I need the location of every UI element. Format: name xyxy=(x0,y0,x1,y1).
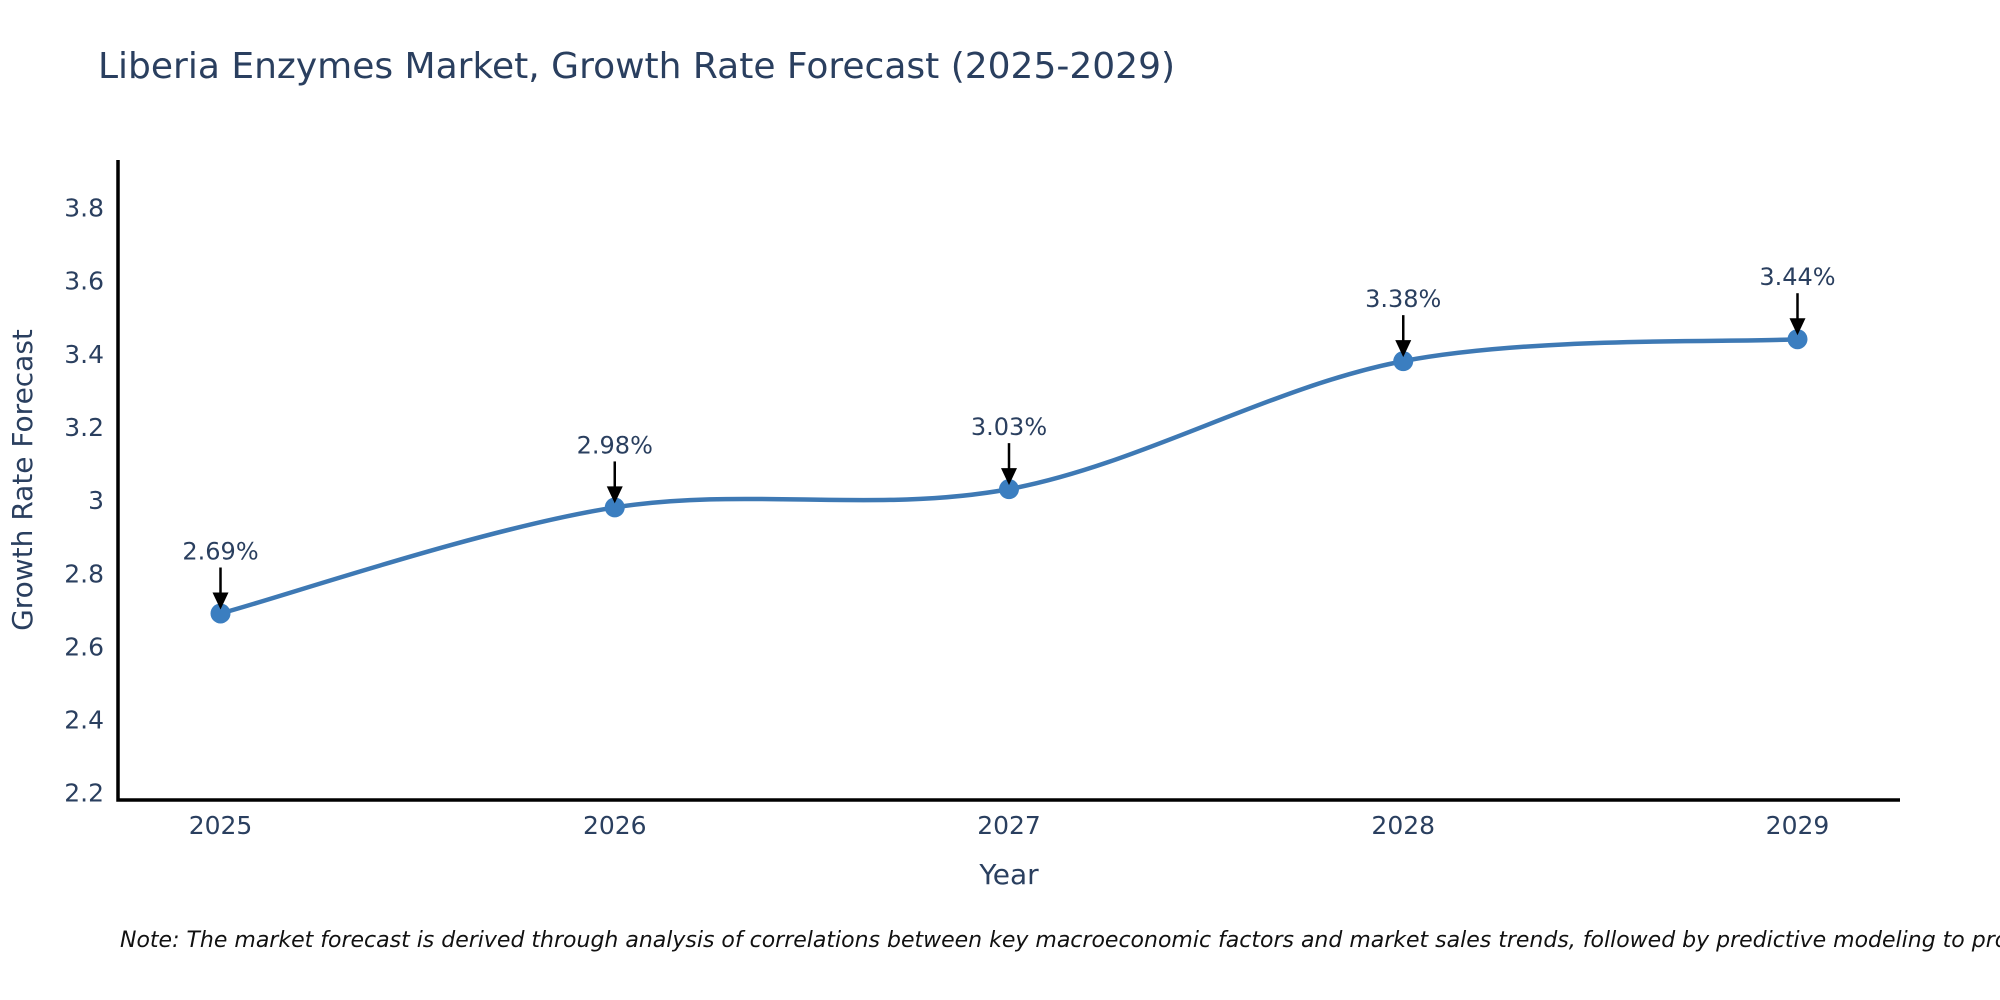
chart-title: Liberia Enzymes Market, Growth Rate Fore… xyxy=(98,46,1176,87)
annotation-arrowhead-icon xyxy=(1001,468,1017,486)
footnote: Note: The market forecast is derived thr… xyxy=(120,928,2000,953)
annotation-arrowhead-icon xyxy=(606,486,623,504)
y-tick-label: 3.4 xyxy=(64,340,104,369)
y-tick-label: 3.6 xyxy=(64,267,104,296)
annotation-arrowhead-icon xyxy=(1395,340,1412,358)
x-tick-label: 2028 xyxy=(1371,811,1435,840)
y-tick-label: 2.8 xyxy=(64,559,104,588)
annotation-arrowhead-icon xyxy=(212,592,229,610)
x-tick-label: 2025 xyxy=(189,811,253,840)
y-tick-label: 2.6 xyxy=(64,632,104,661)
x-tick-label: 2026 xyxy=(583,811,647,840)
y-tick-label: 3.8 xyxy=(64,194,104,223)
data-point-marker[interactable] xyxy=(1787,329,1808,350)
y-tick-label: 3.2 xyxy=(64,413,104,442)
point-annotation-label: 3.03% xyxy=(971,413,1047,441)
x-axis-title: Year xyxy=(978,858,1039,891)
point-annotation-label: 3.38% xyxy=(1365,285,1441,313)
data-point-marker[interactable] xyxy=(1393,351,1414,372)
point-annotation-label: 2.98% xyxy=(577,431,653,459)
data-point-marker[interactable] xyxy=(999,479,1019,500)
x-tick-label: 2027 xyxy=(977,811,1041,840)
y-tick-label: 2.2 xyxy=(64,779,104,808)
annotation-arrowhead-icon xyxy=(1789,318,1806,336)
data-point-marker[interactable] xyxy=(604,497,625,518)
y-tick-label: 3 xyxy=(88,486,104,515)
data-point-marker[interactable] xyxy=(210,603,231,624)
y-tick-label: 2.4 xyxy=(64,706,104,735)
y-axis-title: Growth Rate Forecast xyxy=(6,329,39,631)
point-annotation-label: 2.69% xyxy=(182,537,258,565)
point-annotation-label: 3.44% xyxy=(1759,263,1835,291)
axis-lines xyxy=(116,160,1900,802)
x-tick-label: 2029 xyxy=(1766,811,1830,840)
